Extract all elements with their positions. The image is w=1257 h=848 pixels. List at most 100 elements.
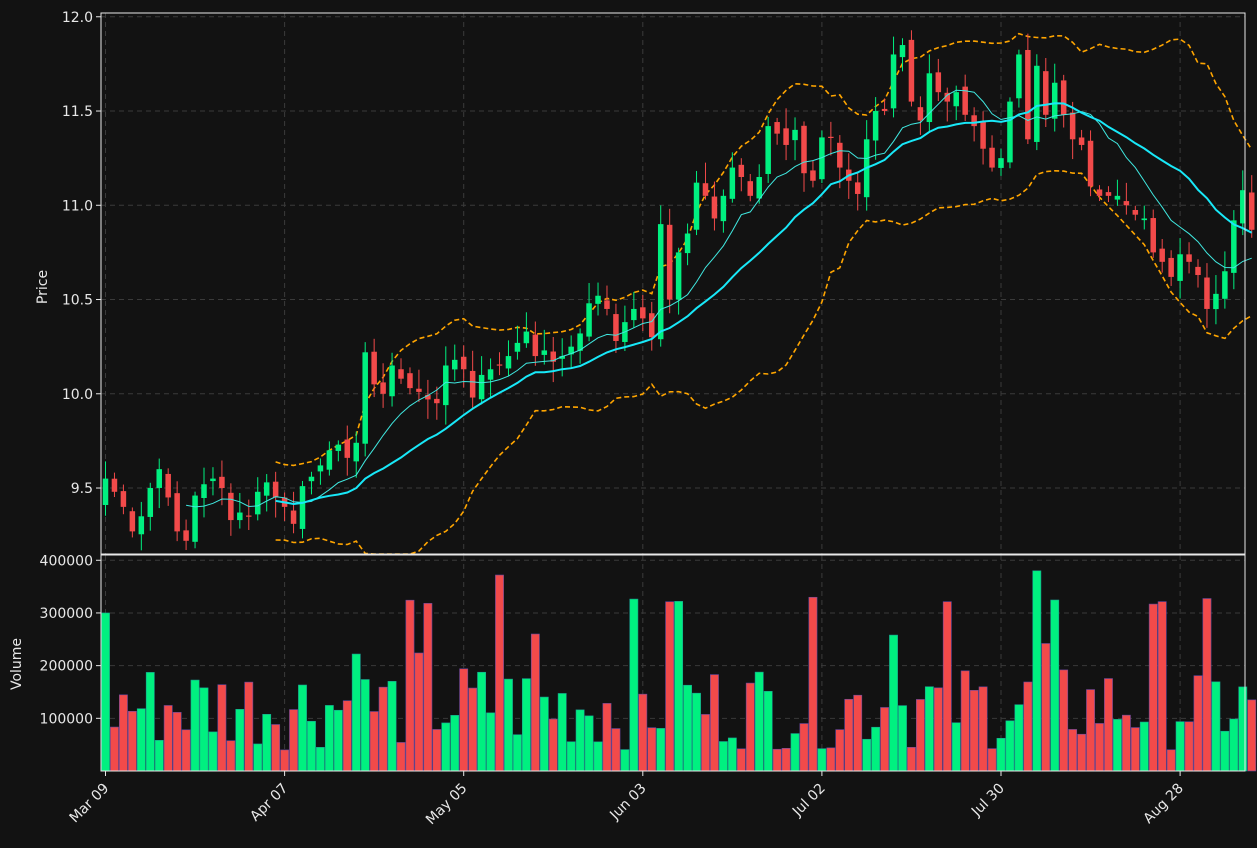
candle [210,467,216,496]
candle-body [451,359,458,370]
candle-body [460,356,467,370]
candle-body [640,307,646,319]
price-gridlines [101,13,1245,554]
volume-bar [405,599,415,772]
volume-bar [1211,681,1221,772]
candle [156,458,162,509]
candle-body [828,136,834,138]
volume-bar [486,712,495,772]
volume-bar [907,746,916,772]
candle-body [1016,54,1022,99]
volume-bar [808,596,818,772]
candle [1060,74,1067,128]
volume-bar [324,705,334,772]
candle [263,474,270,512]
candle-body [1150,218,1156,253]
candle [917,96,924,135]
candle [792,117,798,161]
volume-bar [638,693,648,772]
volume-bar [1202,598,1212,772]
candle-body [890,54,897,109]
candle-body [1105,192,1112,196]
candle-body [1204,277,1210,309]
candle [147,482,154,531]
candle-body [1051,82,1058,119]
candle-body [935,72,942,93]
volume-bar [127,710,137,772]
candle-body [810,170,816,181]
price-tick-label: 12.0 [62,10,93,26]
volume-bar [521,678,531,772]
candle [1034,54,1040,151]
volume-bar [495,574,504,772]
candle [183,519,189,551]
candle [1007,97,1013,169]
volume-bar [584,715,594,772]
volume-bar [557,693,567,772]
candle [299,480,306,539]
candle-body [980,121,986,149]
volume-bar [1148,603,1158,772]
candle [120,484,127,515]
candle [237,492,243,529]
candle [1043,58,1049,127]
candle-body [129,511,136,532]
candle [138,501,145,551]
price-axis: 9.5 10.0 10.5 11.0 11.5 12.0 [62,10,101,497]
candle-body [774,122,780,134]
volume-bar [942,601,952,772]
volume-bar [548,718,558,772]
volume-bar [727,737,737,772]
volume-bar [110,726,119,772]
volume-bar [1068,729,1078,772]
candle [1078,129,1085,151]
upper-band-line [275,32,1253,467]
volume-bar [1175,721,1185,772]
volume-bar [396,742,406,772]
candle [810,160,816,188]
volume-bar [1104,678,1113,772]
candle-body [416,388,422,392]
candle [1069,101,1076,160]
candle-body [246,515,252,517]
volume-bar [924,686,934,772]
volume-bar [163,705,173,772]
candle-body [434,398,440,404]
candle-body [1195,266,1201,276]
candle-body [1240,190,1246,224]
candle-body [120,491,127,507]
candle [478,356,485,405]
volume-bar [369,711,379,772]
volume-bar [1229,718,1239,772]
candle [451,344,458,381]
candle-body [1034,65,1040,142]
volume-bar [772,748,782,772]
candle-body [1177,254,1183,281]
candle-body [219,476,225,489]
candle [711,181,718,231]
volume-bar [835,729,845,772]
price-tick-label: 10.0 [62,387,93,403]
volume-bar [360,679,370,772]
candle [953,85,959,121]
candle [1159,239,1165,273]
volume-bar [1014,704,1024,772]
volume-bar [611,728,621,772]
candle-body [971,115,977,127]
candle-body [398,369,404,379]
volume-bar [136,708,146,772]
candle [1025,33,1031,145]
candle-body [631,308,637,321]
volume-bar [119,694,128,772]
volume-bar [253,743,263,772]
volume-bar [333,709,343,772]
candle-body [192,495,198,542]
volume-bar [790,733,800,772]
volume-bar [1059,669,1069,772]
candle-body [881,108,888,112]
candle-body [478,374,485,400]
volume-bar [718,741,728,772]
volume-bar [817,748,827,772]
candle-body [550,351,556,362]
candle [881,98,888,116]
